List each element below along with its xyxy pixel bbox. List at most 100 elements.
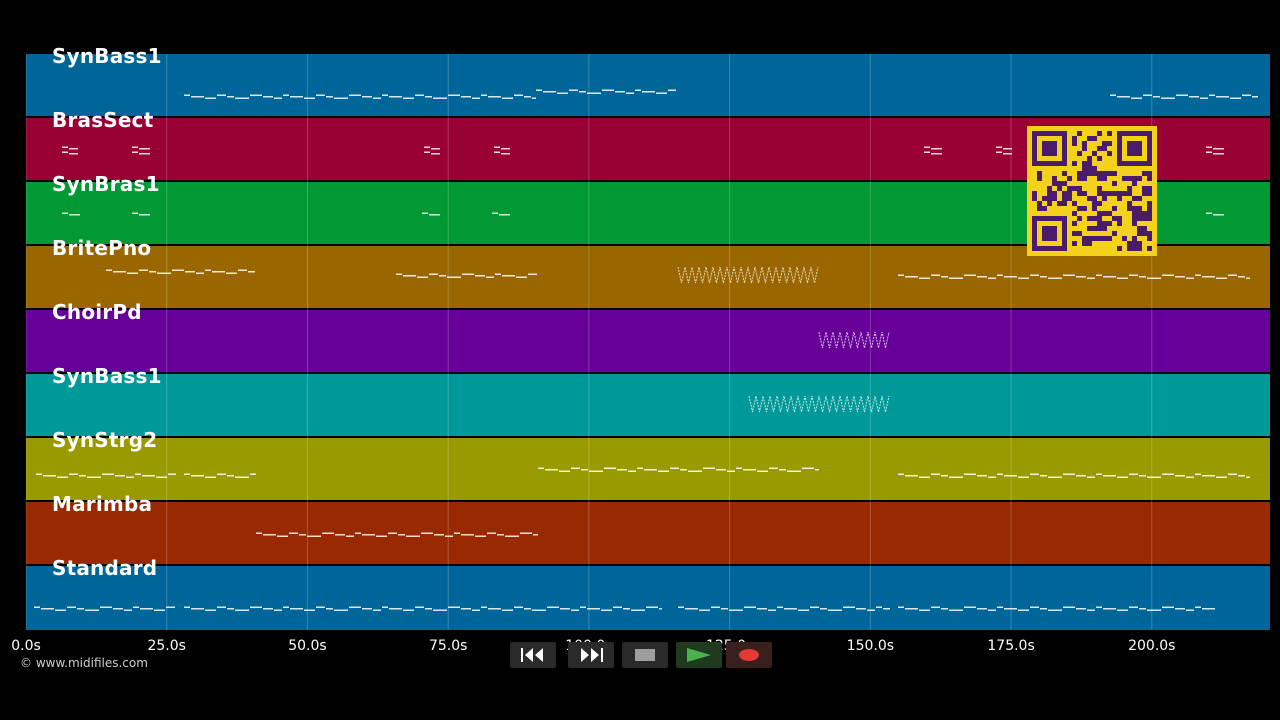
track-lane[interactable]: SynBass1 xyxy=(26,44,1270,116)
qr-module xyxy=(1112,191,1117,196)
qr-module xyxy=(1147,211,1152,216)
qr-module xyxy=(1132,241,1137,246)
qr-module xyxy=(1137,206,1142,211)
qr-module xyxy=(1107,171,1112,176)
qr-module xyxy=(1107,236,1112,241)
qr-module xyxy=(1077,151,1082,156)
play-icon xyxy=(687,648,711,662)
tick-label: 150.0s xyxy=(846,638,895,654)
qr-module xyxy=(1097,131,1102,136)
qr-module xyxy=(1117,246,1122,251)
qr-module xyxy=(1122,236,1127,241)
qr-module xyxy=(1137,226,1142,231)
qr-module xyxy=(1132,206,1137,211)
track-label: ChoirPd xyxy=(52,300,142,324)
qr-module xyxy=(1072,241,1077,246)
qr-module xyxy=(1097,211,1102,216)
qr-module xyxy=(1077,206,1082,211)
qr-module xyxy=(1137,176,1142,181)
qr-module xyxy=(1102,176,1107,181)
track-label: Standard xyxy=(52,556,158,580)
qr-module xyxy=(1087,196,1092,201)
qr-module xyxy=(1062,181,1067,186)
qr-module xyxy=(1097,226,1102,231)
qr-module xyxy=(1077,176,1082,181)
record-button[interactable] xyxy=(726,642,772,668)
qr-module xyxy=(1112,216,1117,221)
qr-module xyxy=(1072,231,1077,236)
play-button[interactable] xyxy=(676,642,722,668)
qr-module xyxy=(1122,191,1127,196)
qr-module xyxy=(1087,241,1092,246)
track-lane[interactable]: Marimba xyxy=(26,492,1270,564)
qr-module xyxy=(1077,231,1082,236)
qr-module xyxy=(1072,201,1077,206)
qr-module xyxy=(1137,196,1142,201)
track-lane[interactable]: SynBass1 xyxy=(26,364,1270,436)
track-label: SynBass1 xyxy=(52,364,162,388)
qr-module xyxy=(1037,206,1042,211)
qr-module xyxy=(1067,186,1072,191)
qr-module xyxy=(1117,191,1122,196)
qr-code xyxy=(1027,126,1157,256)
qr-module xyxy=(1107,221,1112,226)
track-lane[interactable]: ChoirPd xyxy=(26,300,1270,372)
track-label: SynBras1 xyxy=(52,172,160,196)
qr-module xyxy=(1087,166,1092,171)
tick-label: 50.0s xyxy=(288,638,327,654)
track-lane[interactable]: SynStrg2 xyxy=(26,428,1270,500)
qr-module xyxy=(1087,171,1092,176)
qr-module xyxy=(1132,176,1137,181)
rewind-button[interactable] xyxy=(510,642,556,668)
qr-module xyxy=(1077,216,1082,221)
qr-module xyxy=(1052,191,1057,196)
qr-module xyxy=(1047,191,1052,196)
qr-module xyxy=(1147,201,1152,206)
qr-module xyxy=(1142,226,1147,231)
qr-module xyxy=(1092,226,1097,231)
qr-module xyxy=(1097,176,1102,181)
track-label: BrasSect xyxy=(52,108,154,132)
stop-icon xyxy=(635,649,655,661)
qr-module xyxy=(1127,206,1132,211)
qr-module xyxy=(1102,221,1107,226)
qr-module xyxy=(1092,236,1097,241)
fast-forward-button[interactable] xyxy=(568,642,614,668)
qr-module xyxy=(1147,186,1152,191)
qr-module xyxy=(1052,196,1057,201)
track-label: BritePno xyxy=(52,236,152,260)
qr-module xyxy=(1102,171,1107,176)
qr-module xyxy=(1062,196,1067,201)
qr-module xyxy=(1147,206,1152,211)
qr-module xyxy=(1102,191,1107,196)
qr-module xyxy=(1082,141,1087,146)
qr-module xyxy=(1127,201,1132,206)
qr-module xyxy=(1097,146,1102,151)
qr-module xyxy=(1137,216,1142,221)
qr-module xyxy=(1052,176,1057,181)
qr-module xyxy=(1127,191,1132,196)
qr-module xyxy=(1117,221,1122,226)
qr-module xyxy=(1037,171,1042,176)
tick-label: 75.0s xyxy=(428,638,468,654)
qr-module xyxy=(1122,176,1127,181)
stop-button[interactable] xyxy=(622,642,668,668)
qr-module xyxy=(1052,181,1057,186)
track-label: Marimba xyxy=(52,492,153,516)
qr-module xyxy=(1117,216,1122,221)
qr-module xyxy=(1072,161,1077,166)
qr-module xyxy=(1107,211,1112,216)
qr-module xyxy=(1107,191,1112,196)
track-lane[interactable]: Standard xyxy=(26,556,1270,630)
qr-module xyxy=(1072,136,1077,141)
qr-module xyxy=(1137,231,1142,236)
track-lane[interactable]: BritePno xyxy=(26,236,1270,308)
qr-module xyxy=(1102,226,1107,231)
track-label: SynBass1 xyxy=(52,44,162,68)
qr-module xyxy=(1142,211,1147,216)
qr-module xyxy=(1037,201,1042,206)
qr-module xyxy=(1072,186,1077,191)
qr-module xyxy=(1072,221,1077,226)
qr-module xyxy=(1102,196,1107,201)
qr-module xyxy=(1062,191,1067,196)
